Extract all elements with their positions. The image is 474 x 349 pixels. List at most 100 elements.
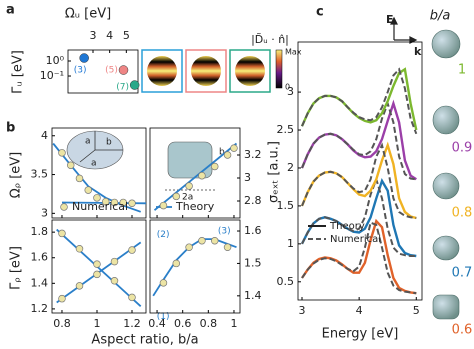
numerical-point	[185, 182, 193, 190]
numerical-point	[223, 151, 232, 159]
legend-label: Theory	[175, 200, 215, 213]
point-label: (7)	[116, 83, 129, 93]
y-tick-label: 3	[244, 171, 251, 184]
numerical-point	[119, 198, 127, 207]
colorbar-label: |D̃ᵤ · n̂|	[251, 33, 289, 46]
y-tick-label: 0.5	[277, 275, 295, 288]
numerical-point	[172, 259, 181, 268]
numerical-point	[75, 245, 84, 253]
data-point	[129, 80, 140, 90]
x-axis-label: Aspect ratio, b/a	[91, 333, 198, 348]
y-tick-label: 3.5	[31, 168, 49, 181]
legend-label: Theory	[329, 221, 365, 232]
numerical-point	[159, 201, 168, 210]
x-tick-label: 4	[106, 29, 113, 42]
ellipsoid-inset	[66, 130, 124, 170]
x-tick-label: 3	[299, 304, 306, 317]
theory-line	[56, 228, 142, 307]
inset-label: b	[219, 148, 225, 158]
numerical-point	[58, 294, 66, 303]
x-tick-label: 3	[90, 29, 97, 42]
y-tick-label: 3	[287, 85, 294, 98]
polarization-label: E	[386, 13, 394, 26]
branch-label: (2)	[157, 230, 170, 240]
mode-images	[141, 49, 283, 93]
y-tick-label: 1.6	[244, 224, 262, 237]
y-tick-label: 1.5	[277, 199, 295, 212]
y-tick-label: 4	[41, 129, 48, 142]
y-tick-label: 10⁰	[46, 54, 65, 67]
y-tick-label: 1.2	[31, 302, 49, 315]
numerical-curve	[301, 176, 417, 257]
numerical-point	[159, 279, 168, 287]
series-label: 0.7	[452, 266, 473, 281]
y-axis-label: Γᵨ [eV]	[9, 246, 24, 290]
y-tick-label: 3.2	[244, 148, 262, 161]
numerical-curve	[301, 142, 417, 219]
numerical-point	[93, 260, 101, 268]
series-title: b/a	[430, 9, 451, 24]
y-tick-label: 2.8	[244, 194, 262, 207]
plot-frame	[51, 219, 147, 314]
y-tick-label: 3	[41, 206, 48, 219]
nanoparticle-icons	[431, 29, 461, 320]
numerical-point	[84, 186, 92, 194]
x-tick-label: 1	[93, 317, 100, 330]
inset-label: 2a	[182, 193, 193, 203]
x-axis-label: Energy [eV]	[322, 327, 399, 342]
x-tick-label: 4	[356, 304, 363, 317]
x-tick-label: 0.4	[148, 317, 166, 330]
theory-line	[152, 238, 237, 297]
theory-line	[52, 142, 142, 213]
panel-label: b	[6, 121, 15, 136]
numerical-point	[110, 198, 119, 207]
y-tick-label: 1.4	[244, 289, 262, 302]
point-label: (5)	[105, 66, 118, 76]
numerical-point	[198, 171, 206, 180]
panel-label: c	[316, 5, 324, 20]
numerical-curve	[301, 100, 417, 181]
x-tick-label: 0.6	[174, 317, 192, 330]
series-label: 0.8	[452, 206, 473, 221]
numerical-point	[58, 229, 66, 238]
numerical-point	[128, 199, 136, 208]
inset-label: a	[85, 137, 91, 147]
polarization-icon	[390, 16, 418, 44]
numerical-curve	[301, 221, 417, 295]
numerical-point	[75, 282, 84, 290]
legend-label: Numerical	[72, 200, 128, 213]
numerical-point	[210, 236, 219, 245]
y-tick-label: 2.5	[277, 123, 295, 136]
y-tick-label: 1	[287, 237, 294, 250]
x-axis-label: Ωᵤ [eV]	[65, 7, 111, 22]
series-label: 1	[458, 63, 466, 78]
data-point	[118, 65, 129, 75]
numerical-point	[110, 277, 119, 285]
plot-frame	[297, 41, 423, 301]
theory-curve	[300, 99, 417, 181]
inset-label: a	[91, 159, 97, 169]
y-axis-label: Γᵤ [eV]	[11, 50, 26, 94]
numerical-point	[93, 194, 101, 202]
numerical-point	[210, 162, 219, 171]
numerical-point	[198, 236, 206, 245]
numerical-curve	[301, 67, 418, 135]
y-tick-label: 1.8	[31, 225, 49, 238]
plot-frame	[51, 127, 147, 219]
numerical-point	[75, 174, 84, 183]
numerical-point	[101, 197, 110, 206]
series-label: 0.6	[452, 323, 473, 338]
y-tick-label: 1.5	[244, 256, 262, 269]
colorbar-max: Max	[285, 48, 302, 57]
x-tick-label: 0.8	[200, 317, 218, 330]
theory-line	[153, 142, 238, 211]
numerical-point	[128, 293, 136, 302]
x-tick-label: 5	[123, 29, 130, 42]
polarization-label: k	[414, 45, 422, 58]
legend-marker	[60, 203, 68, 211]
x-tick-label: 1.2	[123, 317, 141, 330]
numerical-point	[230, 144, 238, 152]
cylinder-inset	[165, 141, 215, 191]
series-label: 0.9	[452, 141, 473, 156]
